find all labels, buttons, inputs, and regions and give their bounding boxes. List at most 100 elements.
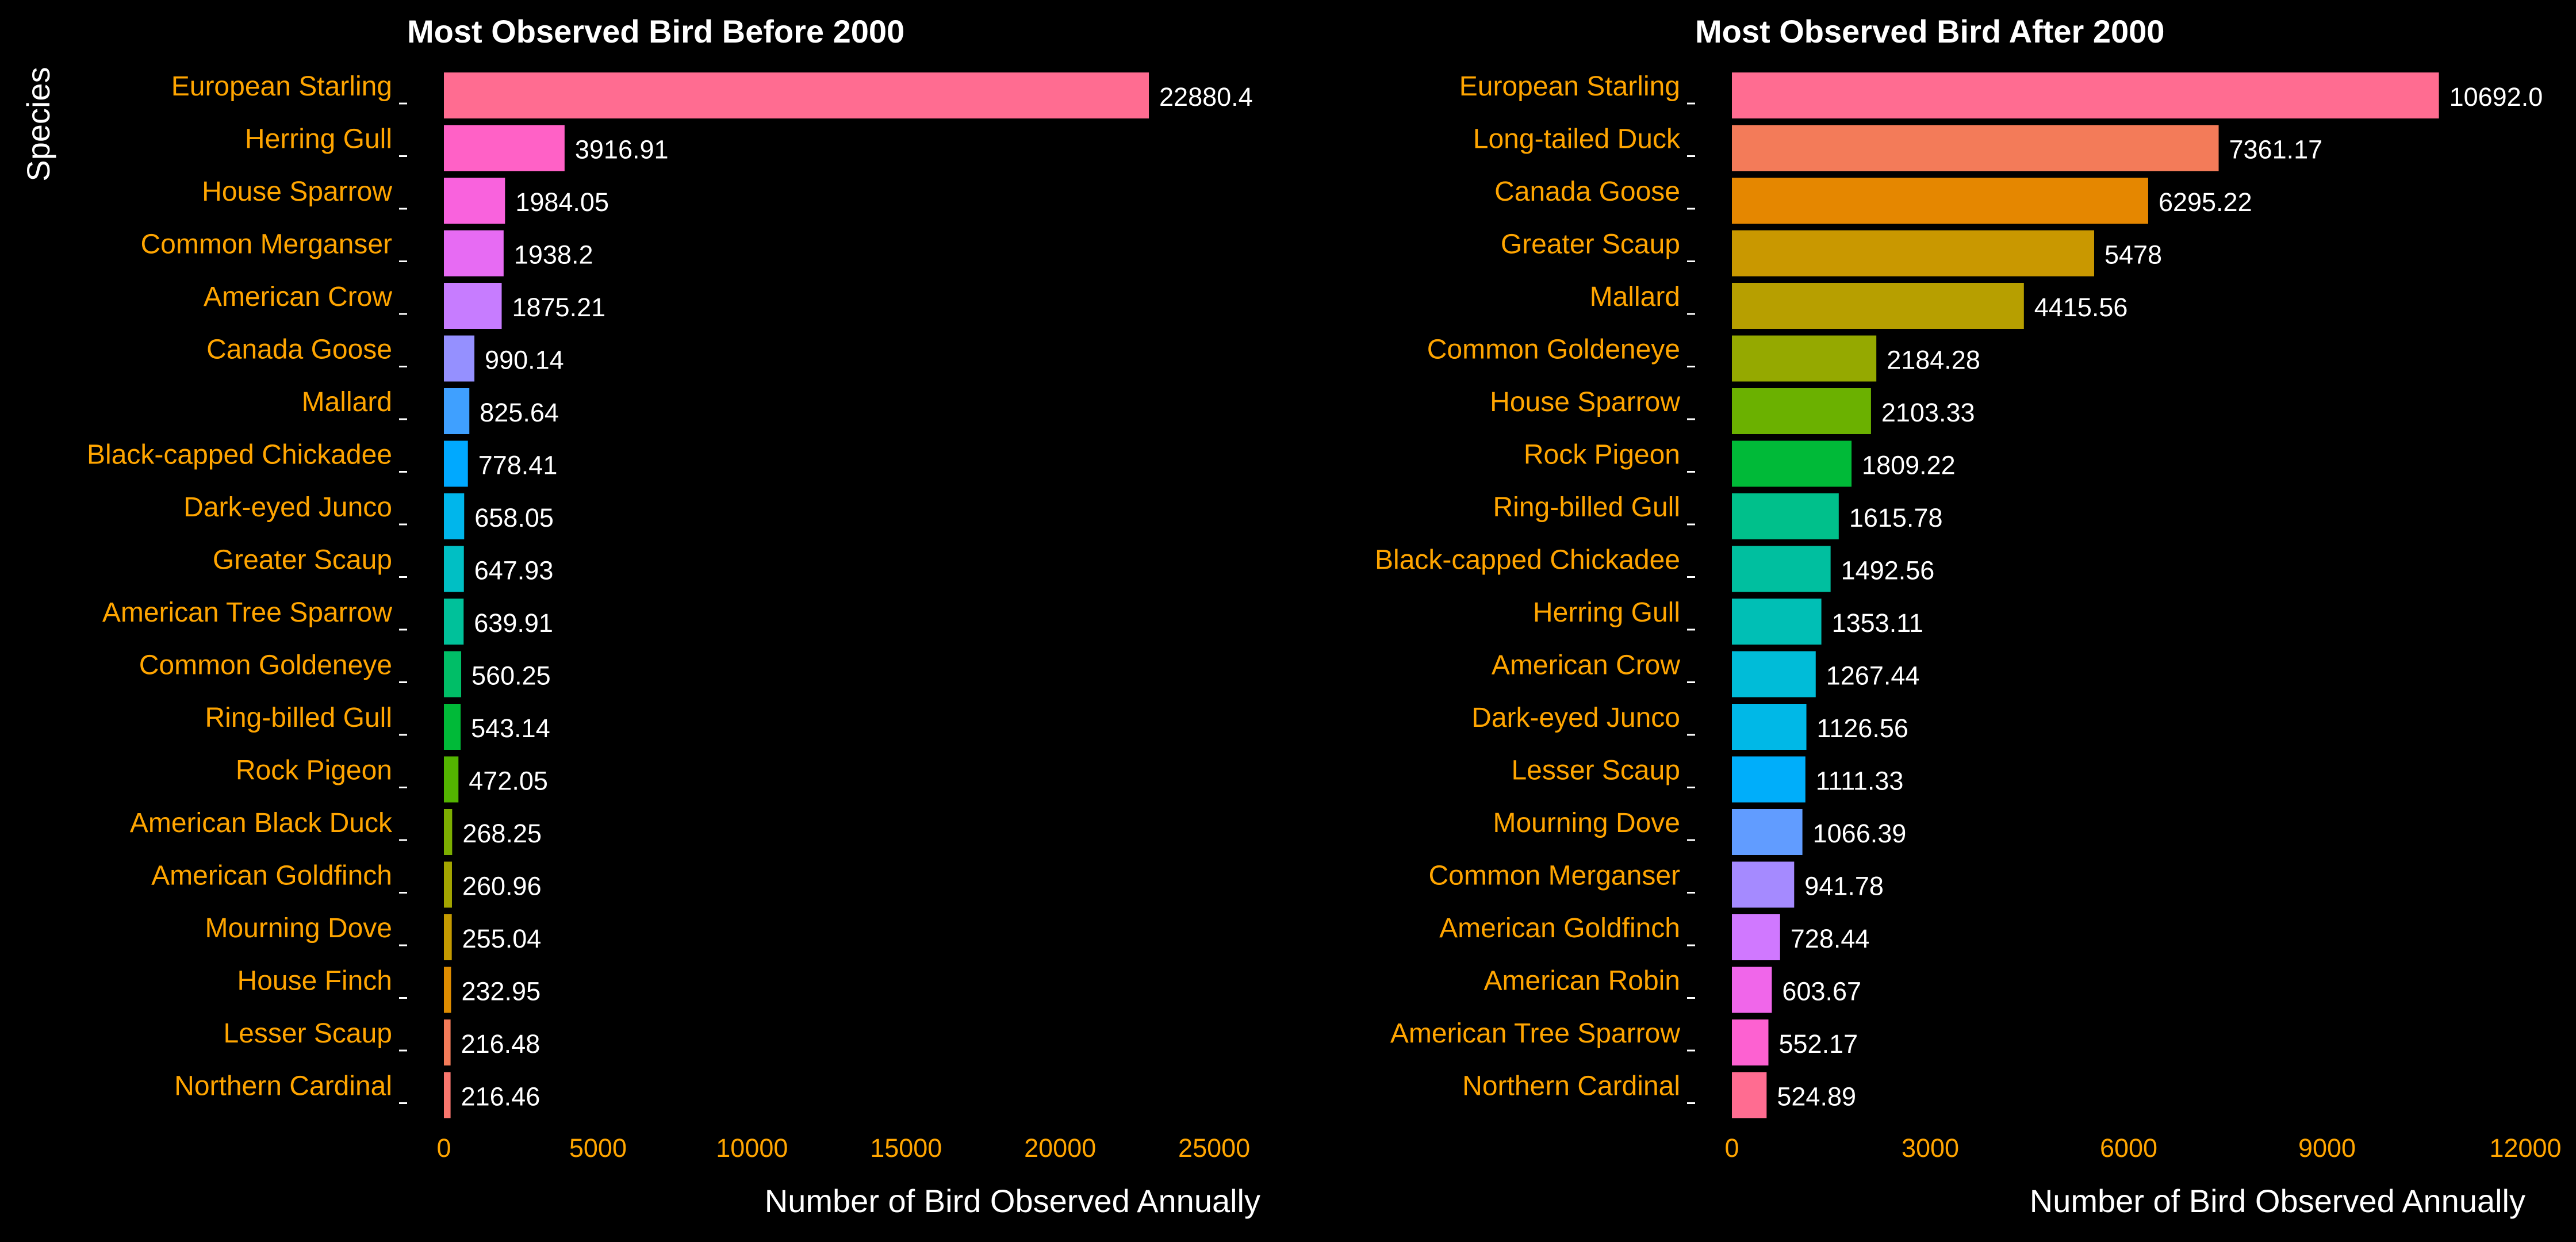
chart1-category-label: Ring-billed Gull [1493,492,1680,523]
chart1-category-label: Northern Cardinal [1462,1071,1680,1102]
chart1-value-label: 7361.17 [2229,135,2323,164]
chart1-bar [1732,493,1839,539]
chart0-category-label: Mourning Dove [205,913,393,944]
chart1-category-label: Canada Goose [1494,177,1680,207]
chart1-bar [1732,809,1803,855]
chart1-bar [1732,178,2148,224]
chart1-x-tick-label: 6000 [2100,1133,2157,1163]
chart0-category-label: House Sparrow [202,177,392,207]
chart0-x-tick-label: 5000 [569,1133,627,1163]
chart1-value-label: 10692.0 [2450,82,2543,112]
chart0-value-label: 1875.21 [512,293,605,322]
chart1-value-label: 1066.39 [1813,819,1907,848]
chart1-value-label: 728.44 [1791,924,1870,953]
chart0-category-label: American Tree Sparrow [102,597,393,628]
chart0-category-label: Herring Gull [245,124,392,155]
chart0-bar [444,178,505,224]
chart0-bar [444,283,502,329]
chart0-bar [444,599,464,645]
chart1-category-label: American Tree Sparrow [1390,1018,1681,1049]
chart0-value-label: 825.64 [480,398,559,427]
chart1-bar [1732,440,1852,487]
chart1-value-label: 552.17 [1778,1029,1858,1059]
chart1-category-label: American Crow [1492,650,1680,681]
chart1-value-label: 4415.56 [2034,293,2128,322]
chart0-value-label: 1938.2 [514,240,593,270]
chart0-category-label: Black-capped Chickadee [87,440,392,470]
chart1-category-label: European Starling [1459,71,1680,102]
chart0-bar [444,230,504,277]
chart1-bar [1732,125,2219,171]
chart0-category-label: Common Merganser [141,229,393,260]
chart0-category-label: Common Goldeneye [139,650,392,681]
chart1-bar [1732,704,1807,750]
chart1-bar [1732,388,1871,434]
chart0-value-label: 639.91 [474,608,553,638]
chart0-bar [444,914,452,960]
chart0-value-label: 778.41 [478,451,558,480]
chart0-bar [444,1019,451,1065]
chart1-title: Most Observed Bird After 2000 [1695,13,2164,49]
y-axis-title: Species [20,67,56,181]
chart0-x-tick-label: 15000 [870,1133,942,1163]
chart0-bar [444,125,565,171]
chart0-value-label: 232.95 [461,977,540,1006]
chart0-value-label: 647.93 [474,556,554,585]
chart0-x-tick-label: 25000 [1178,1133,1250,1163]
chart-panel-after-2000: Most Observed Bird After 2000 European St… [1375,13,2562,1219]
chart0-x-axis-title: Number of Bird Observed Annually [765,1183,1260,1219]
chart0-bar [444,388,470,434]
chart1-category-label: Long-tailed Duck [1473,124,1681,155]
chart1-category-label: Mallard [1590,282,1680,312]
chart1-value-label: 1492.56 [1841,556,1935,585]
chart0-bar [444,335,475,382]
chart0-bar [444,756,459,803]
chart1-category-label: Mourning Dove [1493,808,1681,838]
chart0-value-label: 255.04 [462,924,542,953]
chart1-value-label: 2103.33 [1881,398,1975,427]
chart1-category-label: Common Merganser [1429,861,1681,891]
chart1-value-label: 5478 [2104,240,2162,270]
chart1-value-label: 1267.44 [1826,661,1920,691]
chart1-value-label: 524.89 [1777,1082,1856,1111]
chart1-value-label: 941.78 [1804,872,1884,901]
chart1-bar [1732,1019,1769,1065]
chart0-value-label: 1984.05 [515,187,609,217]
chart0-category-label: American Black Duck [130,808,393,838]
chart0-category-label: Canada Goose [206,335,392,365]
chart0-x-tick-label: 20000 [1024,1133,1096,1163]
chart0-category-label: Dark-eyed Junco [183,492,392,523]
chart0-value-label: 22880.4 [1159,82,1253,112]
chart0-value-label: 260.96 [462,872,542,901]
chart1-bar [1732,599,1822,645]
chart0-bar [444,651,462,697]
chart1-category-label: Greater Scaup [1501,229,1680,260]
chart1-bar [1732,967,1772,1013]
chart0-bar [444,72,1149,118]
chart1-x-tick-label: 12000 [2489,1133,2561,1163]
chart0-title: Most Observed Bird Before 2000 [407,13,904,49]
chart0-value-label: 3916.91 [575,135,669,164]
chart1-category-label: House Sparrow [1490,387,1680,417]
chart0-value-label: 990.14 [485,346,564,375]
chart0-bar [444,967,451,1013]
chart0-bar [444,493,465,539]
chart1-bar [1732,861,1795,908]
chart1-value-label: 1126.56 [1817,714,1908,743]
chart1-category-label: Dark-eyed Junco [1471,703,1680,733]
chart1-bar [1732,283,2024,329]
chart1-x-axis-title: Number of Bird Observed Annually [2030,1183,2525,1219]
chart1-value-label: 6295.22 [2159,187,2252,217]
chart0-value-label: 472.05 [469,766,548,796]
chart1-value-label: 1111.33 [1816,766,1904,796]
chart1-category-label: Black-capped Chickadee [1375,545,1680,576]
chart1-value-label: 1353.11 [1832,608,1923,638]
chart0-value-label: 268.25 [462,819,542,848]
chart1-bar [1732,335,1877,382]
chart1-category-label: American Robin [1484,966,1680,996]
chart0-bar [444,861,452,908]
chart0-category-label: Northern Cardinal [174,1071,392,1102]
chart-panel-before-2000: Most Observed Bird Before 2000 European S… [87,13,1260,1219]
chart1-bar [1732,546,1831,592]
